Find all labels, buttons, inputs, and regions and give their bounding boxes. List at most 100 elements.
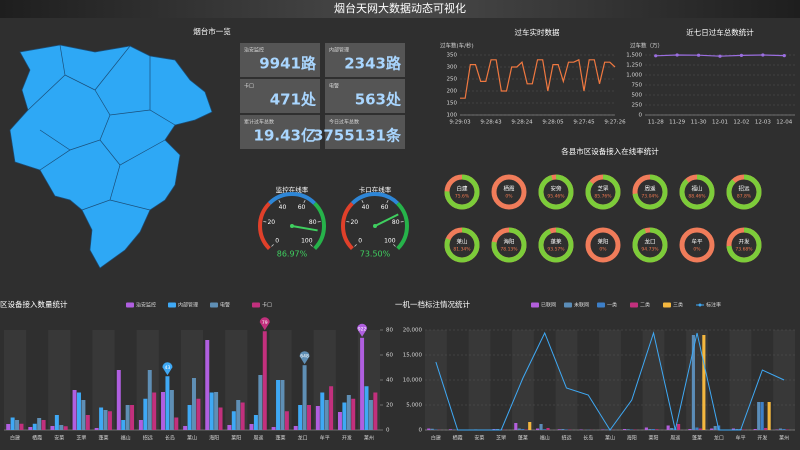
gauge-tick <box>310 244 313 247</box>
bar <box>236 400 241 430</box>
x-tick-label: 龙口 <box>714 435 724 442</box>
bar <box>524 429 528 430</box>
y-axis-label: 过车数(车/秒) <box>440 42 474 50</box>
bar <box>174 417 179 430</box>
x-tick-label: 栖霞 <box>32 435 42 442</box>
bar <box>302 365 307 430</box>
line-point <box>718 54 722 58</box>
bar <box>85 415 90 430</box>
gauge-tick-label: 40 <box>362 204 370 211</box>
gauge-hub <box>290 224 294 228</box>
bar <box>360 337 365 430</box>
ring-label: 招远 <box>738 185 750 193</box>
bar <box>271 427 276 430</box>
ring-value-label: 0% <box>599 247 607 253</box>
ring-value-label: 0% <box>505 194 513 200</box>
bar <box>542 429 547 430</box>
bar <box>695 427 699 430</box>
x-tick-label: 白建 <box>431 435 441 442</box>
x-tick-label: 福山 <box>540 435 550 442</box>
bar <box>143 398 148 430</box>
bar <box>293 426 298 430</box>
x-tick-label: 11-30 <box>691 120 707 126</box>
pin <box>357 323 368 337</box>
line-point <box>782 54 786 58</box>
legend-label: 电警 <box>220 302 230 309</box>
gauge-tick <box>354 244 357 247</box>
x-tick-label: 12-02 <box>733 120 749 126</box>
stat-label: 累计过车总数 <box>244 119 274 126</box>
bar <box>125 405 130 430</box>
x-tick-label: 芝罘 <box>496 435 506 442</box>
gauge-tick-label: 100 <box>301 237 313 244</box>
x-tick-label: 莱阳 <box>231 435 241 442</box>
bar <box>138 420 143 430</box>
bar <box>329 386 334 430</box>
gauge-tick-label: 60 <box>381 204 389 211</box>
bar <box>630 429 634 430</box>
ring-label: 白建 <box>456 185 468 193</box>
x-tick-label: 开发 <box>342 435 352 442</box>
bar <box>192 378 196 430</box>
y2-tick-label: 20 <box>386 403 393 409</box>
gauge-tick <box>393 244 396 247</box>
bar <box>19 423 24 430</box>
x-tick-label: 白建 <box>10 435 20 442</box>
bar <box>521 429 525 430</box>
ring-track <box>491 174 527 210</box>
bar <box>342 402 347 430</box>
bar <box>37 418 42 430</box>
bar <box>536 428 540 430</box>
bar <box>59 425 64 430</box>
gauge-title: 监控在线率 <box>276 185 309 194</box>
ring-value-label: 88.46% <box>688 194 706 200</box>
x-tick-label: 蓬莱 <box>275 435 285 442</box>
ring-value <box>538 227 574 263</box>
ring-label: 福山 <box>691 185 702 193</box>
ring-value <box>444 227 480 263</box>
y2-tick-label: 80 <box>386 328 393 334</box>
bar <box>276 380 281 430</box>
bar <box>32 423 37 430</box>
bar <box>50 426 55 430</box>
y-tick-label: 1,500 <box>626 53 642 59</box>
bar <box>262 331 267 430</box>
ring-value <box>679 174 715 210</box>
stat-tile <box>325 43 405 77</box>
map-title: 烟台市一览 <box>193 26 231 36</box>
legend-swatch <box>252 302 260 308</box>
bar <box>121 420 126 430</box>
gauge-band <box>258 201 271 251</box>
x-tick-label: 9:28:24 <box>511 120 533 126</box>
bar <box>702 335 706 430</box>
ring-value-label: 87.8% <box>737 194 752 200</box>
bar <box>528 422 532 430</box>
line-point <box>739 53 744 58</box>
bar <box>623 429 627 430</box>
bar <box>169 390 174 430</box>
x-tick-label: 12-03 <box>755 120 771 126</box>
legend-swatch <box>168 302 176 308</box>
legend-label: 三类 <box>673 302 683 309</box>
ring-label: 龙口 <box>644 238 655 246</box>
ring-value-label: 73.04% <box>641 194 659 200</box>
bar <box>760 402 764 430</box>
y-tick-label: 750 <box>632 83 643 89</box>
ring-value-label: 85.76% <box>594 194 612 200</box>
bar <box>15 420 20 430</box>
x-tick-label: 9:27:45 <box>573 120 595 126</box>
ring-value <box>726 227 762 263</box>
x-tick-label: 开发 <box>757 435 767 442</box>
stat-value: 19.43亿 <box>254 127 316 145</box>
x-tick-label: 芝罘 <box>76 435 86 442</box>
legend-label: 已联网 <box>541 302 556 309</box>
bar <box>103 410 108 430</box>
bar <box>564 429 568 430</box>
bar <box>218 407 223 430</box>
legend-swatch <box>564 302 572 308</box>
bar <box>41 420 46 430</box>
bar <box>546 428 550 430</box>
gauge-tick <box>361 199 364 204</box>
ring-value-label: 94.73% <box>641 247 659 253</box>
y-tick-label: 10,000 <box>403 378 423 384</box>
